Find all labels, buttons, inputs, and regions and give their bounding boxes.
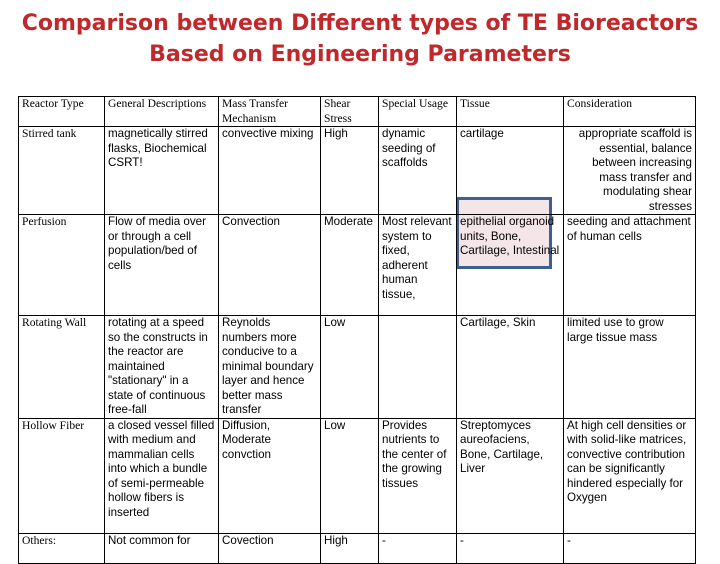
header-tissue: Tissue [456, 96, 564, 127]
cell-shear: High [320, 126, 379, 215]
cell-tissue: - [456, 532, 564, 564]
cell-reactor-type: Stirred tank [18, 126, 105, 215]
cell-reactor-type: Rotating Wall [18, 315, 105, 419]
cell-consideration: appropriate scaffold is essential, balan… [563, 126, 696, 215]
cell-special: dynamic seeding of scaffolds [378, 126, 457, 215]
cell-mass-transfer: Convection [218, 214, 321, 316]
header-general-descriptions: General Descriptions [104, 96, 219, 127]
cell-special: Most relevant system to fixed, adherent … [378, 214, 457, 316]
title-line-2: Based on Engineering Parameters [149, 42, 571, 67]
comparison-table: Reactor Type General Descriptions Mass T… [18, 96, 696, 564]
cell-shear: Low [320, 417, 379, 534]
cell-tissue: epithelial organoid units, Bone, Cartila… [456, 214, 564, 316]
cell-consideration: seeding and attachment of human cells [563, 214, 696, 316]
cell-general: Flow of media over or through a cell pop… [104, 214, 219, 316]
cell-general: Not common for [104, 532, 219, 564]
cell-mass-transfer: Diffusion, Moderate convction [218, 417, 321, 534]
cell-consideration: At high cell densities or with solid-lik… [563, 417, 696, 534]
cell-reactor-type: Hollow Fiber [18, 417, 105, 534]
cell-reactor-type: Perfusion [18, 214, 105, 316]
cell-special [378, 315, 457, 419]
table-row: Hollow Fiber a closed vessel filled with… [18, 417, 696, 534]
cell-shear: Moderate [320, 214, 379, 316]
cell-consideration: - [563, 532, 696, 564]
header-consideration: Consideration [563, 96, 696, 127]
cell-consideration: limited use to grow large tissue mass [563, 315, 696, 419]
table-row: Others: Not common for Covection High - … [18, 532, 696, 564]
cell-special: - [378, 532, 457, 564]
cell-reactor-type: Others: [18, 532, 105, 564]
table-row: Stirred tank magnetically stirred flasks… [18, 126, 696, 215]
cell-mass-transfer: Reynolds numbers more conducive to a min… [218, 315, 321, 419]
cell-tissue: Streptomyces aureofaciens, Bone, Cartila… [456, 417, 564, 534]
table-row: Rotating Wall rotating at a speed so the… [18, 315, 696, 419]
cell-shear: Low [320, 315, 379, 419]
cell-mass-transfer: Covection [218, 532, 321, 564]
header-special-usage: Special Usage [378, 96, 457, 127]
cell-tissue: Cartilage, Skin [456, 315, 564, 419]
header-mass-transfer: Mass Transfer Mechanism [218, 96, 321, 127]
slide-title: Comparison between Different types of TE… [0, 8, 720, 70]
table-row: Perfusion Flow of media over or through … [18, 214, 696, 316]
header-shear-stress: Shear Stress [320, 96, 379, 127]
cell-special: Provides nutrients to the center of the … [378, 417, 457, 534]
title-line-1: Comparison between Different types of TE… [21, 11, 699, 36]
cell-tissue: cartilage [456, 126, 564, 215]
cell-general: magnetically stirred flasks, Biochemical… [104, 126, 219, 215]
cell-general: rotating at a speed so the constructs in… [104, 315, 219, 419]
cell-shear: High [320, 532, 379, 564]
cell-general: a closed vessel filled with medium and m… [104, 417, 219, 534]
header-reactor-type: Reactor Type [18, 96, 105, 127]
table-header-row: Reactor Type General Descriptions Mass T… [18, 96, 696, 127]
cell-mass-transfer: convective mixing [218, 126, 321, 215]
